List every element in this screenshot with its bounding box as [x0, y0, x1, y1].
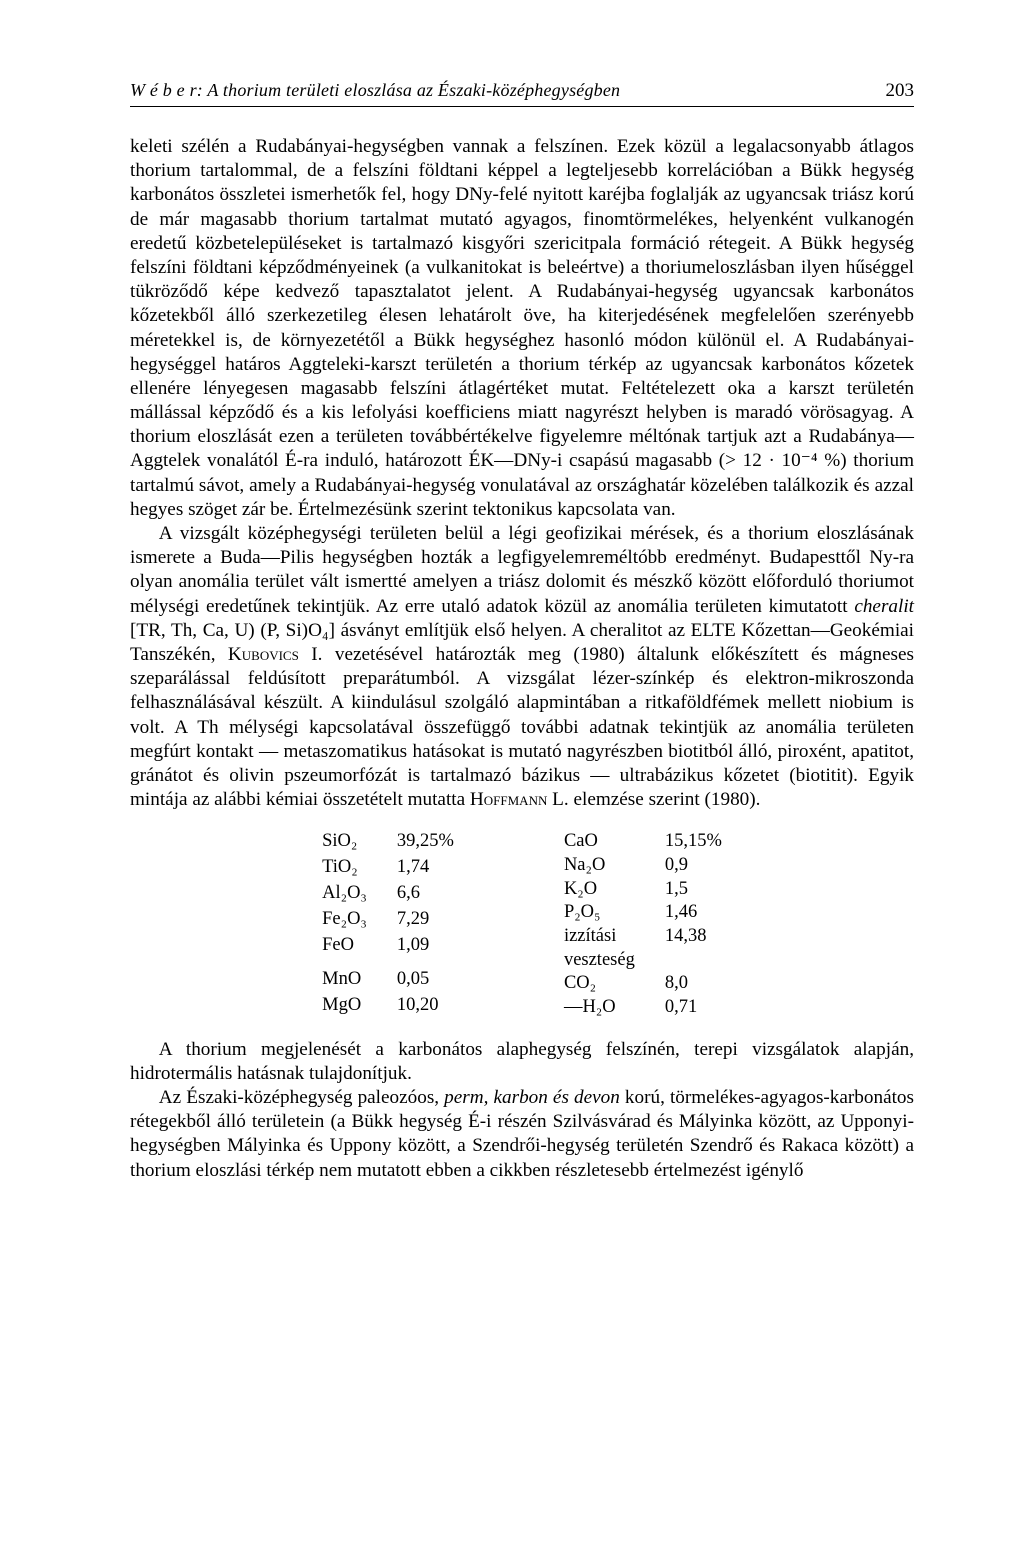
p4-italic: perm, karbon és devon — [444, 1087, 620, 1108]
chem-label: CaO — [564, 830, 635, 854]
page-number: 203 — [856, 80, 915, 102]
p2-text-c: I. vezetésével határozták meg (1980) ált… — [130, 644, 914, 810]
chem-label: FeO — [322, 934, 367, 960]
article-body: keleti szélén a Rudabányai-hegységben va… — [130, 135, 914, 812]
chem-label: Fe₂O₃ — [322, 908, 367, 934]
chem-value: 0,71 — [665, 996, 722, 1020]
article-body-continued: A thorium megjelenését a karbonátos alap… — [130, 1038, 914, 1183]
chem-label: veszteség — [564, 949, 635, 973]
p2-italic-cheralit: cheralit — [854, 596, 914, 617]
chem-label: SiO₂ — [322, 830, 367, 856]
chem-value: 0,05 — [397, 968, 454, 994]
p2-text-a: A vizsgált középhegységi területen belül… — [130, 523, 914, 617]
chem-value: 7,29 — [397, 908, 454, 934]
chem-value: 0,9 — [665, 854, 722, 878]
chem-value: 8,0 — [665, 972, 722, 996]
chem-value: 1,5 — [665, 878, 722, 902]
p2-smallcaps-kubovics: Kubovics — [228, 644, 299, 665]
chem-table-left-column: SiO₂ 39,25% TiO₂ 1,74 Al₂O₃ 6,6 Fe₂O₃ 7,… — [322, 830, 454, 1019]
paragraph-4: Az Északi-középhegység paleozóos, perm, … — [130, 1086, 914, 1183]
p2-smallcaps-hoffmann: Hoffmann — [470, 789, 547, 810]
chem-label: MnO — [322, 968, 367, 994]
chem-label: —H₂O — [564, 996, 635, 1020]
p4-text-a: Az Északi-középhegység paleozóos, — [159, 1087, 444, 1108]
chem-value: 14,38 — [665, 925, 722, 949]
chem-value: 1,46 — [665, 901, 722, 925]
paragraph-2: A vizsgált középhegységi területen belül… — [130, 522, 914, 812]
running-head-title: W é b e r: A thorium területi eloszlása … — [130, 80, 620, 101]
chem-label: TiO₂ — [322, 856, 367, 882]
chem-value — [665, 949, 722, 973]
page-header: W é b e r: A thorium területi eloszlása … — [130, 80, 914, 107]
chem-value: 15,15% — [665, 830, 722, 854]
chem-value: 1,09 — [397, 934, 454, 960]
chem-label: Na₂O — [564, 854, 635, 878]
chem-label: izzítási — [564, 925, 635, 949]
chem-value: 1,74 — [397, 856, 454, 882]
chem-value: 6,6 — [397, 882, 454, 908]
chem-label: Al₂O₃ — [322, 882, 367, 908]
chemistry-table: SiO₂ 39,25% TiO₂ 1,74 Al₂O₃ 6,6 Fe₂O₃ 7,… — [130, 830, 914, 1019]
chem-label: MgO — [322, 994, 367, 1020]
chem-label: K₂O — [564, 878, 635, 902]
p2-text-d: L. elemzése szerint (1980). — [547, 789, 760, 810]
paragraph-1: keleti szélén a Rudabányai-hegységben va… — [130, 135, 914, 522]
paragraph-3: A thorium megjelenését a karbonátos alap… — [130, 1038, 914, 1086]
chem-value: 10,20 — [397, 994, 454, 1020]
chem-value: 39,25% — [397, 830, 454, 856]
chem-label: CO₂ — [564, 972, 635, 996]
chem-table-right-column: CaO 15,15% Na₂O 0,9 K₂O 1,5 P₂O₅ 1,46 iz… — [564, 830, 722, 1019]
chem-label: P₂O₅ — [564, 901, 635, 925]
